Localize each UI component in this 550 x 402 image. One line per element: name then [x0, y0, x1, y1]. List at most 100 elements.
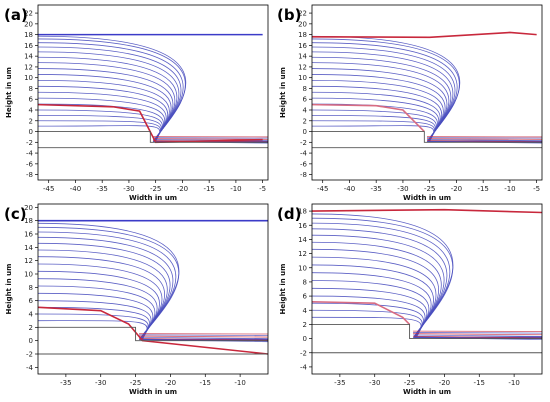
y-tick-label: -8 [26, 171, 33, 179]
plot-frame [311, 203, 543, 375]
y-tick-label: 10 [298, 74, 307, 82]
y-tick-label: -6 [26, 160, 34, 168]
plot-layer [38, 219, 268, 355]
y-tick-label: 4 [29, 107, 34, 115]
bottom-streamline [426, 137, 542, 139]
y-tick-label: 0 [29, 128, 33, 136]
y-tick-label: 18 [298, 31, 307, 39]
panel-label: (c) [4, 205, 27, 223]
y-tick-label: -2 [300, 139, 307, 147]
plot-frame [37, 203, 269, 375]
bottom-streamline [139, 334, 268, 336]
x-tick-label: -20 [439, 379, 450, 387]
y-tick-label: -2 [26, 139, 33, 147]
series-line [38, 306, 268, 355]
panel-0: -45 -40 -35 -30 -25 -20 -15 -10 -5-8-6-4-2024681… [4, 4, 269, 202]
y-tick-label: 2 [303, 321, 307, 329]
panel-label: (b) [277, 6, 301, 24]
y-tick-label: 18 [298, 208, 307, 216]
plot-layer [38, 33, 268, 149]
x-tick-label: -40 [344, 185, 355, 193]
x-tick-label: -40 [70, 185, 81, 193]
y-tick-label: 18 [24, 217, 33, 225]
x-tick-label: -30 [95, 379, 106, 387]
bottom-streamline [413, 334, 542, 337]
y-tick-label: 6 [29, 297, 34, 305]
x-tick-label: -20 [177, 185, 188, 193]
y-tick-label: 0 [29, 337, 33, 345]
x-tick-label: -20 [451, 185, 462, 193]
y-tick-label: -4 [26, 150, 34, 158]
y-tick-label: 2 [29, 117, 33, 125]
bottom-streamline [139, 336, 268, 339]
y-tick-label: 20 [298, 20, 307, 28]
y-tick-label: 18 [24, 31, 33, 39]
x-tick-label: -45 [317, 185, 328, 193]
y-tick-label: 20 [24, 204, 33, 212]
y-tick-label: 8 [303, 278, 307, 286]
y-tick-label: -6 [300, 160, 308, 168]
bottom-streamline [413, 332, 542, 334]
y-tick-label: 12 [298, 63, 307, 71]
x-tick-label: -10 [508, 379, 519, 387]
panel-label: (a) [4, 6, 28, 24]
x-tick-label: -30 [123, 185, 134, 193]
y-tick-label: 4 [303, 307, 308, 315]
y-tick-label: 2 [303, 117, 307, 125]
y-axis-label: Height in um [5, 264, 13, 315]
x-axis-label: Width in um [403, 194, 451, 202]
x-tick-label: -30 [369, 379, 380, 387]
y-tick-label: -4 [300, 150, 308, 158]
plot-frame [37, 4, 269, 181]
panel-2: -35 -30 -25 -20 -15 -10-4-202468101214161820W… [4, 203, 269, 396]
x-axis-label: Width in um [129, 388, 177, 396]
substrate-outline [38, 326, 268, 342]
y-tick-label: 8 [303, 85, 307, 93]
y-tick-label: -2 [300, 349, 307, 357]
series-line [38, 103, 263, 144]
series-line [312, 300, 411, 325]
bottom-streamline [426, 138, 542, 140]
substrate-outline [312, 323, 542, 340]
x-tick-label: -15 [474, 379, 485, 387]
y-axis-label: Height in um [5, 67, 13, 118]
y-tick-label: -4 [300, 363, 308, 371]
y-tick-label: 0 [303, 128, 307, 136]
x-tick-label: -35 [60, 379, 71, 387]
x-tick-label: -25 [404, 379, 415, 387]
panel-1: -45 -40 -35 -30 -25 -20 -15 -10 -5-8-6-4-2024681… [277, 4, 543, 202]
plot-layer [312, 31, 542, 149]
x-tick-label: -15 [200, 379, 211, 387]
y-tick-label: 4 [29, 311, 34, 319]
y-axis-label: Height in um [279, 67, 287, 118]
x-tick-label: -25 [130, 379, 141, 387]
y-tick-label: 6 [303, 96, 308, 104]
x-tick-label: -30 [397, 185, 408, 193]
y-tick-label: 16 [298, 42, 307, 50]
y-tick-label: 2 [29, 324, 33, 332]
x-tick-label: -15 [477, 185, 488, 193]
y-tick-label: 6 [303, 293, 308, 301]
x-axis-label: Width in um [129, 194, 177, 202]
x-tick-label: -15 [203, 185, 214, 193]
y-tick-label: 12 [24, 257, 33, 265]
y-tick-label: 10 [24, 271, 33, 279]
y-tick-label: 16 [24, 231, 33, 239]
plot-area [38, 204, 268, 374]
substrate-outline [38, 131, 268, 143]
bottom-streamline [152, 137, 268, 139]
y-tick-label: 22 [24, 10, 33, 18]
y-tick-label: 8 [29, 85, 33, 93]
streamline [312, 316, 542, 338]
y-tick-label: 12 [24, 63, 33, 71]
y-tick-label: 10 [24, 74, 33, 82]
y-tick-label: 14 [24, 53, 33, 61]
panel-3: -35 -30 -25 -20 -15 -10-4-2024681012141618Wid… [277, 203, 543, 396]
y-tick-label: 0 [303, 335, 307, 343]
x-tick-label: -45 [43, 185, 54, 193]
y-tick-label: -8 [300, 171, 307, 179]
y-tick-label: 8 [29, 284, 33, 292]
x-tick-label: -10 [234, 379, 245, 387]
y-tick-label: 16 [24, 42, 33, 50]
